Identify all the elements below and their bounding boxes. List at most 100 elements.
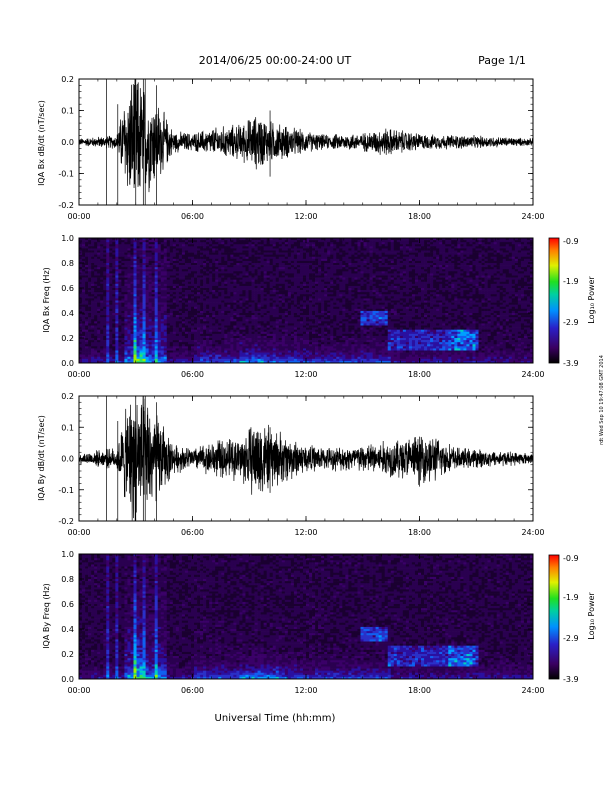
heatmap-cell [181,248,186,251]
heatmap-cell [442,273,446,276]
heatmap-cell [484,250,488,253]
heatmap-cell [169,269,174,272]
heatmap-cell [82,250,86,253]
heatmap-cell [330,246,334,249]
heatmap-cell [106,273,110,276]
heatmap-cell [363,275,367,278]
heatmap-cell [206,263,210,266]
heatmap-cell [357,269,361,272]
heatmap-cell [439,271,443,274]
heatmap-cell [460,298,464,301]
heatmap-cell [139,256,143,260]
heatmap-cell [157,300,162,303]
heatmap-cell [169,238,174,241]
heatmap-cell [430,271,434,274]
heatmap-cell [254,304,258,308]
heatmap-cell [324,260,328,264]
heatmap-cell [206,242,210,245]
x-tick-label: 18:00 [408,212,431,221]
heatmap-cell [327,250,331,253]
heatmap-cell [197,252,201,256]
heatmap-cell [281,256,286,260]
heatmap-cell [263,275,268,278]
heatmap-cell [293,290,298,293]
heatmap-cell [396,246,401,249]
heatmap-cell [348,298,352,301]
heatmap-cell [106,275,110,278]
heatmap-cell [233,242,237,245]
heatmap-cell [520,294,525,297]
heatmap-cell [318,242,322,245]
heatmap-cell [151,238,156,241]
heatmap-cell [505,294,510,297]
heatmap-cell [230,246,234,249]
heatmap-cell [414,290,419,293]
heatmap-cell [375,271,379,274]
heatmap-cell [293,277,298,281]
heatmap-cell [236,285,240,289]
heatmap-cell [517,275,522,278]
heatmap-cell [417,273,422,276]
heatmap-cell [100,285,104,289]
heatmap-cell [190,265,195,268]
heatmap-cell [200,298,204,301]
heatmap-cell [266,285,271,289]
heatmap-cell [248,279,252,283]
heatmap-cell [121,273,125,276]
heatmap-cell [200,238,204,241]
heatmap-cell [302,254,307,258]
heatmap-cell [233,263,237,266]
heatmap-cell [124,273,128,276]
heatmap-cell [378,294,383,297]
heatmap-cell [197,248,201,251]
heatmap-cell [433,263,437,266]
heatmap-cell [151,240,156,243]
heatmap-cell [339,260,343,264]
heatmap-cell [127,290,131,293]
heatmap-cell [263,296,268,299]
heatmap-cell [523,254,528,258]
heatmap-cell [360,285,364,289]
heatmap-cell [421,285,425,289]
heatmap-cell [163,294,168,297]
heatmap-cell [366,281,370,285]
heatmap-cell [160,269,165,272]
heatmap-cell [97,252,101,256]
heatmap-cell [369,271,373,274]
heatmap-cell [433,260,437,264]
heatmap-cell [481,265,485,268]
heatmap-cell [233,296,237,299]
heatmap-cell [399,290,404,293]
heatmap-cell [242,304,246,308]
heatmap-cell [302,240,307,243]
heatmap-cell [469,296,473,299]
heatmap-cell [163,283,168,287]
heatmap-cell [284,283,289,287]
heatmap-cell [523,263,528,266]
heatmap-cell [517,283,522,287]
heatmap-cell [287,260,292,264]
heatmap-cell [436,250,440,253]
heatmap-cell [390,242,395,245]
heatmap-cell [266,246,271,249]
heatmap-cell [481,252,485,256]
heatmap-cell [342,252,346,256]
heatmap-cell [181,267,186,270]
heatmap-cell [121,277,125,281]
heatmap-cell [451,267,455,270]
heatmap-cell [121,290,125,293]
heatmap-cell [442,271,446,274]
heatmap-cell [118,273,122,276]
heatmap-cell [218,290,222,293]
heatmap-cell [372,242,376,245]
heatmap-cell [369,273,373,276]
heatmap-cell [302,296,307,299]
heatmap-cell [94,298,98,301]
heatmap-cell [133,246,137,249]
heatmap-cell [369,248,373,251]
heatmap-cell [100,290,104,293]
heatmap-cell [417,252,422,256]
heatmap-cell [387,254,392,258]
heatmap-cell [487,258,491,262]
heatmap-cell [327,248,331,251]
